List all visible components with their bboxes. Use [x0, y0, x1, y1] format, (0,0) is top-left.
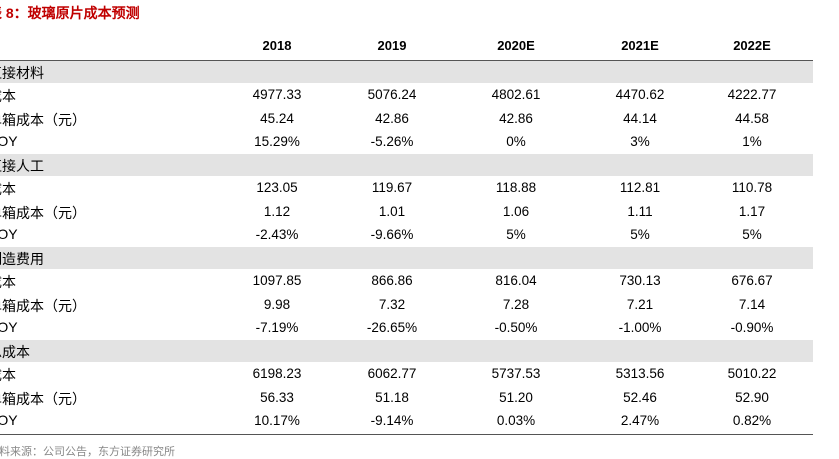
cell: 119.67 — [371, 180, 413, 196]
section-label: 总成本 — [0, 344, 30, 360]
table-title: 表 8：玻璃原片成本预测 — [0, 5, 140, 21]
cell: 6062.77 — [367, 366, 417, 382]
cell: 7.14 — [738, 296, 766, 312]
cell: 5313.56 — [615, 366, 665, 382]
cell: 5% — [630, 226, 650, 242]
cell: 1.17 — [738, 203, 766, 219]
cell: 56.33 — [260, 389, 294, 405]
cell: 10.17% — [254, 412, 300, 428]
cell: 110.78 — [731, 180, 773, 196]
cell: 51.20 — [499, 389, 533, 405]
cell: 7.21 — [626, 296, 654, 312]
cell: 0.82% — [732, 412, 772, 428]
section-label: 制造费用 — [0, 251, 44, 267]
cell: 5737.53 — [491, 366, 541, 382]
section-band — [0, 247, 813, 269]
cell: 118.88 — [495, 180, 537, 196]
cell: 112.81 — [619, 180, 661, 196]
section-label: 直接材料 — [0, 65, 44, 81]
cell: 1% — [742, 133, 762, 149]
cell: 676.67 — [731, 273, 773, 289]
header-rule — [0, 60, 813, 61]
cell: -7.19% — [255, 319, 299, 335]
row-label: 成本 — [0, 181, 16, 198]
cell: 52.90 — [735, 389, 769, 405]
section-label: 直接人工 — [0, 158, 44, 174]
cell: 45.24 — [260, 110, 294, 126]
cell: 1097.85 — [252, 273, 302, 289]
column-header: 2019 — [377, 38, 407, 53]
section-band — [0, 154, 813, 176]
cell: 9.98 — [263, 296, 291, 312]
cell: -9.14% — [370, 412, 414, 428]
cell: -9.66% — [370, 226, 414, 242]
cell: 5% — [506, 226, 526, 242]
row-label: 单箱成本（元） — [0, 204, 86, 221]
row-label: 成本 — [0, 274, 16, 291]
cell: -26.65% — [366, 319, 418, 335]
cell: 1.06 — [502, 203, 530, 219]
cell: 0% — [506, 133, 526, 149]
row-label: 成本 — [0, 367, 16, 384]
column-header: 2020E — [497, 38, 535, 53]
cell: 1.11 — [627, 203, 653, 219]
cell: 816.04 — [495, 273, 537, 289]
cell: 123.05 — [256, 180, 298, 196]
column-header: 2022E — [733, 38, 771, 53]
cell: 866.86 — [371, 273, 413, 289]
cell: -5.26% — [370, 133, 414, 149]
cell: 5010.22 — [727, 366, 777, 382]
cell: 730.13 — [619, 273, 661, 289]
row-label: YOY — [0, 225, 18, 242]
source-note: 资料来源：公司公告，东方证券研究所 — [0, 446, 175, 458]
row-label: 成本 — [0, 88, 16, 105]
cell: 5076.24 — [367, 87, 417, 103]
column-header: 2018 — [262, 38, 292, 53]
cell: 3% — [630, 133, 650, 149]
cell: 52.46 — [623, 389, 657, 405]
cell: 51.18 — [375, 389, 409, 405]
cell: 1.01 — [378, 203, 406, 219]
row-label: 单箱成本（元） — [0, 390, 86, 407]
row-label: YOY — [0, 318, 18, 335]
bottom-rule — [0, 434, 813, 435]
cell: 7.32 — [378, 296, 406, 312]
cell: 4802.61 — [491, 87, 541, 103]
column-header: 2021E — [621, 38, 659, 53]
cell: 4470.62 — [615, 87, 665, 103]
cell: 15.29% — [254, 133, 300, 149]
section-band — [0, 340, 813, 362]
cell: 42.86 — [375, 110, 409, 126]
cell: 4977.33 — [252, 87, 302, 103]
row-label: 单箱成本（元） — [0, 111, 86, 128]
cell: 5% — [742, 226, 762, 242]
cell: 6198.23 — [252, 366, 302, 382]
cell: -0.90% — [730, 319, 774, 335]
cell: 2.47% — [620, 412, 660, 428]
row-label: YOY — [0, 132, 18, 149]
cell: 0.03% — [496, 412, 536, 428]
cell: -0.50% — [494, 319, 538, 335]
cell: -2.43% — [255, 226, 299, 242]
cell: 4222.77 — [727, 87, 777, 103]
row-label: 单箱成本（元） — [0, 297, 86, 314]
cell: 7.28 — [502, 296, 530, 312]
cell: -1.00% — [618, 319, 662, 335]
cell: 44.58 — [735, 110, 769, 126]
section-band — [0, 61, 813, 83]
row-label: YOY — [0, 411, 18, 428]
cell: 1.12 — [263, 203, 291, 219]
cell: 42.86 — [499, 110, 533, 126]
cell: 44.14 — [623, 110, 657, 126]
